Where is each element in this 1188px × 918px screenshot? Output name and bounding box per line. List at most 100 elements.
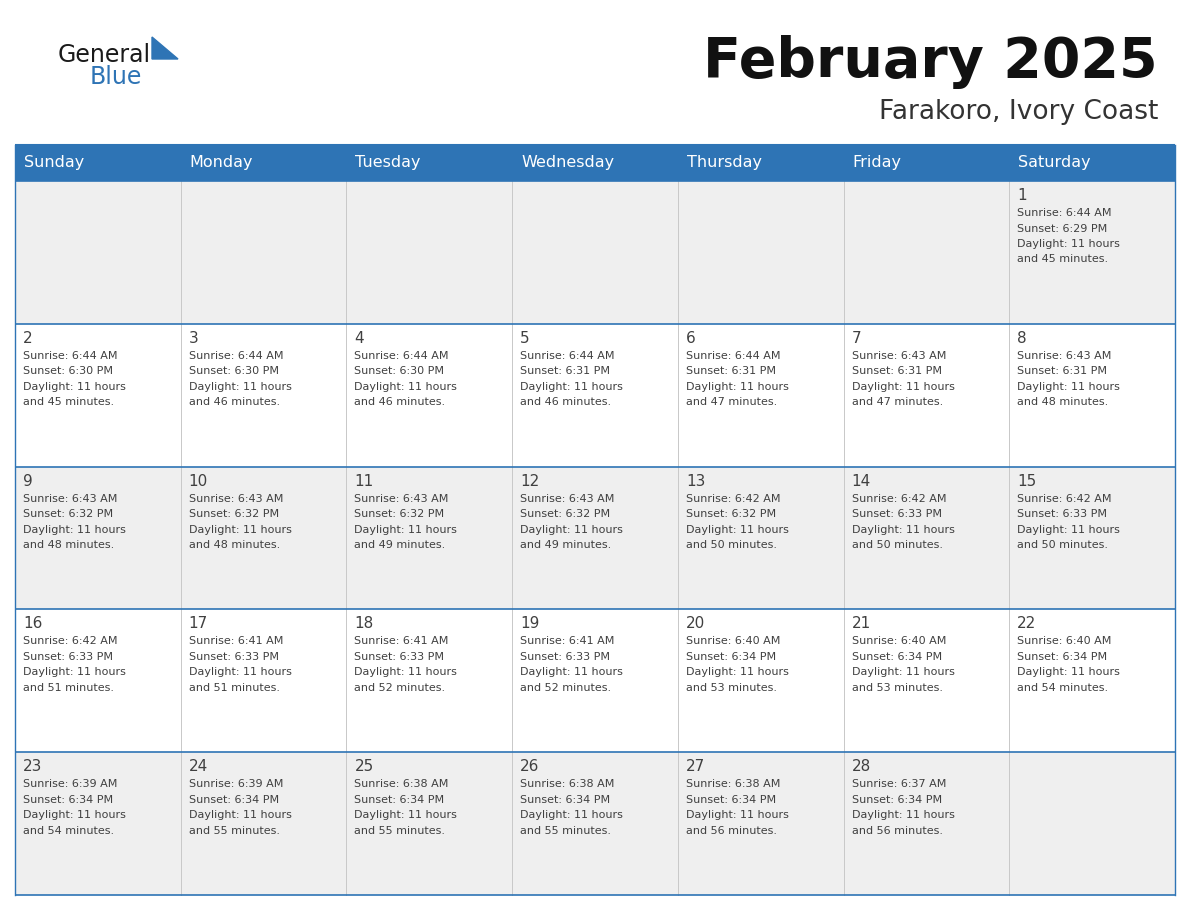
Text: 26: 26 — [520, 759, 539, 774]
Text: Daylight: 11 hours: Daylight: 11 hours — [520, 811, 623, 820]
Text: 11: 11 — [354, 474, 374, 488]
Text: Daylight: 11 hours: Daylight: 11 hours — [1017, 524, 1120, 534]
Text: Daylight: 11 hours: Daylight: 11 hours — [1017, 382, 1120, 392]
Bar — [678, 181, 843, 324]
Bar — [512, 181, 678, 324]
Text: Sunset: 6:34 PM: Sunset: 6:34 PM — [685, 795, 776, 805]
Bar — [181, 324, 347, 466]
Text: Sunrise: 6:42 AM: Sunrise: 6:42 AM — [852, 494, 946, 504]
Text: Daylight: 11 hours: Daylight: 11 hours — [354, 382, 457, 392]
Text: and 56 minutes.: and 56 minutes. — [685, 825, 777, 835]
Text: Blue: Blue — [90, 65, 143, 89]
Text: Sunrise: 6:44 AM: Sunrise: 6:44 AM — [189, 351, 283, 361]
Text: 5: 5 — [520, 330, 530, 346]
Text: 18: 18 — [354, 616, 374, 632]
Text: Daylight: 11 hours: Daylight: 11 hours — [520, 524, 623, 534]
Text: Sunrise: 6:38 AM: Sunrise: 6:38 AM — [685, 779, 781, 789]
Bar — [1010, 145, 1175, 181]
Text: and 46 minutes.: and 46 minutes. — [354, 397, 446, 408]
Text: and 49 minutes.: and 49 minutes. — [354, 540, 446, 550]
Text: and 50 minutes.: and 50 minutes. — [1017, 540, 1108, 550]
Text: Sunset: 6:30 PM: Sunset: 6:30 PM — [23, 366, 113, 376]
Text: Sunset: 6:33 PM: Sunset: 6:33 PM — [852, 509, 942, 519]
Text: Sunrise: 6:43 AM: Sunrise: 6:43 AM — [354, 494, 449, 504]
Bar — [512, 466, 678, 610]
Text: and 47 minutes.: and 47 minutes. — [685, 397, 777, 408]
Text: and 45 minutes.: and 45 minutes. — [23, 397, 114, 408]
Text: 19: 19 — [520, 616, 539, 632]
Text: Sunset: 6:32 PM: Sunset: 6:32 PM — [23, 509, 113, 519]
Text: 8: 8 — [1017, 330, 1026, 346]
Text: and 51 minutes.: and 51 minutes. — [189, 683, 279, 693]
Bar — [512, 610, 678, 752]
Text: Sunset: 6:30 PM: Sunset: 6:30 PM — [189, 366, 279, 376]
Bar — [15, 466, 181, 610]
Text: Daylight: 11 hours: Daylight: 11 hours — [852, 524, 954, 534]
Bar — [512, 752, 678, 895]
Text: Sunset: 6:32 PM: Sunset: 6:32 PM — [354, 509, 444, 519]
Bar — [347, 324, 512, 466]
Bar — [843, 181, 1010, 324]
Text: Sunset: 6:30 PM: Sunset: 6:30 PM — [354, 366, 444, 376]
Text: Sunrise: 6:44 AM: Sunrise: 6:44 AM — [685, 351, 781, 361]
Bar — [678, 466, 843, 610]
Text: Thursday: Thursday — [687, 155, 762, 171]
Bar — [15, 181, 181, 324]
Text: Sunset: 6:31 PM: Sunset: 6:31 PM — [685, 366, 776, 376]
Bar — [678, 610, 843, 752]
Polygon shape — [152, 37, 178, 59]
Text: Sunrise: 6:40 AM: Sunrise: 6:40 AM — [1017, 636, 1112, 646]
Bar — [181, 466, 347, 610]
Text: Sunrise: 6:42 AM: Sunrise: 6:42 AM — [685, 494, 781, 504]
Text: and 50 minutes.: and 50 minutes. — [852, 540, 942, 550]
Text: Daylight: 11 hours: Daylight: 11 hours — [852, 811, 954, 820]
Bar — [843, 466, 1010, 610]
Text: Sunset: 6:34 PM: Sunset: 6:34 PM — [685, 652, 776, 662]
Text: and 52 minutes.: and 52 minutes. — [354, 683, 446, 693]
Text: Daylight: 11 hours: Daylight: 11 hours — [685, 811, 789, 820]
Text: Sunrise: 6:44 AM: Sunrise: 6:44 AM — [23, 351, 118, 361]
Text: Sunset: 6:29 PM: Sunset: 6:29 PM — [1017, 223, 1107, 233]
Text: Sunset: 6:34 PM: Sunset: 6:34 PM — [852, 652, 942, 662]
Text: Sunrise: 6:43 AM: Sunrise: 6:43 AM — [520, 494, 614, 504]
Text: Daylight: 11 hours: Daylight: 11 hours — [685, 667, 789, 677]
Text: 17: 17 — [189, 616, 208, 632]
Text: 6: 6 — [685, 330, 696, 346]
Text: 12: 12 — [520, 474, 539, 488]
Bar — [347, 466, 512, 610]
Text: 22: 22 — [1017, 616, 1037, 632]
Text: Daylight: 11 hours: Daylight: 11 hours — [1017, 239, 1120, 249]
Text: February 2025: February 2025 — [703, 35, 1158, 89]
Text: Sunrise: 6:39 AM: Sunrise: 6:39 AM — [23, 779, 118, 789]
Text: Sunset: 6:33 PM: Sunset: 6:33 PM — [520, 652, 611, 662]
Text: 13: 13 — [685, 474, 706, 488]
Text: Daylight: 11 hours: Daylight: 11 hours — [23, 811, 126, 820]
Text: Daylight: 11 hours: Daylight: 11 hours — [189, 811, 291, 820]
Text: 2: 2 — [23, 330, 32, 346]
Bar — [678, 324, 843, 466]
Text: Sunset: 6:34 PM: Sunset: 6:34 PM — [354, 795, 444, 805]
Bar — [512, 324, 678, 466]
Text: and 46 minutes.: and 46 minutes. — [189, 397, 280, 408]
Text: Sunset: 6:34 PM: Sunset: 6:34 PM — [520, 795, 611, 805]
Text: Sunrise: 6:44 AM: Sunrise: 6:44 AM — [354, 351, 449, 361]
Text: and 53 minutes.: and 53 minutes. — [685, 683, 777, 693]
Text: 14: 14 — [852, 474, 871, 488]
Text: Sunset: 6:33 PM: Sunset: 6:33 PM — [189, 652, 279, 662]
Text: Sunset: 6:32 PM: Sunset: 6:32 PM — [189, 509, 279, 519]
Text: and 54 minutes.: and 54 minutes. — [1017, 683, 1108, 693]
Text: 16: 16 — [23, 616, 43, 632]
Bar — [181, 181, 347, 324]
Text: Sunrise: 6:44 AM: Sunrise: 6:44 AM — [520, 351, 614, 361]
Text: Daylight: 11 hours: Daylight: 11 hours — [23, 382, 126, 392]
Text: 25: 25 — [354, 759, 374, 774]
Text: Monday: Monday — [190, 155, 253, 171]
Bar — [1010, 181, 1175, 324]
Bar — [15, 324, 181, 466]
Bar — [181, 610, 347, 752]
Text: and 48 minutes.: and 48 minutes. — [23, 540, 114, 550]
Text: Daylight: 11 hours: Daylight: 11 hours — [520, 667, 623, 677]
Text: 1: 1 — [1017, 188, 1026, 203]
Bar — [843, 145, 1010, 181]
Text: and 55 minutes.: and 55 minutes. — [520, 825, 611, 835]
